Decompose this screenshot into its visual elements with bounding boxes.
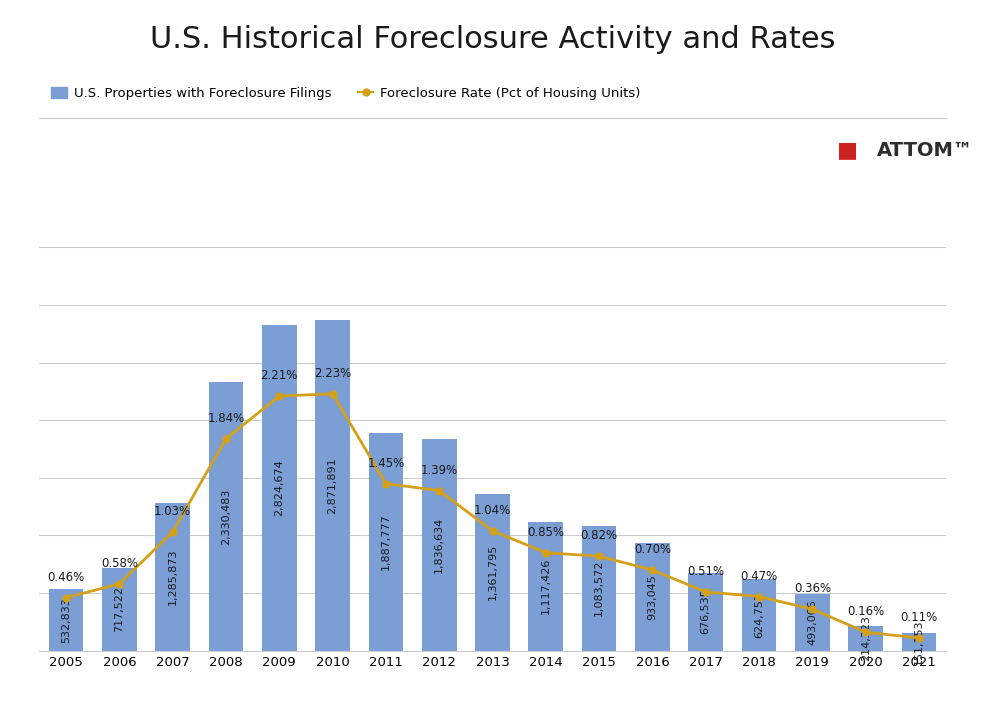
Bar [635, 543, 670, 651]
Bar [475, 494, 510, 651]
Text: 532,833: 532,833 [61, 597, 71, 643]
Bar [742, 578, 776, 651]
Text: 1.45%: 1.45% [367, 457, 405, 470]
Text: 624,753: 624,753 [755, 592, 764, 638]
Text: 493,066: 493,066 [808, 599, 818, 645]
Text: 0.16%: 0.16% [847, 606, 885, 618]
Text: ■: ■ [836, 140, 858, 160]
Bar [848, 626, 883, 651]
Text: 1,361,795: 1,361,795 [488, 544, 497, 601]
Bar [156, 503, 190, 651]
Text: 1.39%: 1.39% [421, 464, 458, 477]
Text: 1,117,426: 1,117,426 [541, 558, 551, 614]
Text: 1.04%: 1.04% [474, 504, 511, 517]
Text: 0.46%: 0.46% [47, 571, 85, 584]
Legend: U.S. Properties with Foreclosure Filings, Foreclosure Rate (Pct of Housing Units: U.S. Properties with Foreclosure Filings… [46, 82, 646, 105]
Text: 0.51%: 0.51% [688, 565, 724, 578]
Text: 0.70%: 0.70% [634, 543, 671, 556]
Bar [689, 573, 723, 651]
Text: 676,535: 676,535 [700, 589, 711, 634]
Bar [262, 325, 296, 651]
Bar [368, 433, 403, 651]
Text: 2,824,674: 2,824,674 [274, 460, 285, 516]
Text: 0.47%: 0.47% [741, 570, 777, 583]
Text: 1,836,634: 1,836,634 [434, 517, 444, 573]
Text: 1.03%: 1.03% [154, 506, 191, 518]
Text: 0.36%: 0.36% [794, 582, 831, 596]
Text: 151,153: 151,153 [914, 619, 924, 665]
Bar [795, 594, 829, 651]
Bar [422, 439, 456, 651]
Bar [315, 320, 350, 651]
Text: ATTOM™: ATTOM™ [877, 141, 973, 159]
Text: 2.23%: 2.23% [314, 367, 352, 380]
Bar [48, 589, 84, 651]
Text: 1,285,873: 1,285,873 [167, 548, 177, 605]
Bar [529, 522, 563, 651]
Text: U.S. Historical Foreclosure Activity and Rates: U.S. Historical Foreclosure Activity and… [150, 25, 835, 54]
Bar [901, 633, 937, 651]
Text: 0.11%: 0.11% [900, 611, 938, 624]
Text: 717,522: 717,522 [114, 586, 124, 632]
Text: 933,045: 933,045 [647, 574, 657, 620]
Text: 0.58%: 0.58% [100, 557, 138, 570]
Bar [582, 526, 617, 651]
Text: 0.85%: 0.85% [527, 526, 564, 539]
Bar [209, 383, 243, 651]
Bar [102, 568, 137, 651]
Text: 1,083,572: 1,083,572 [594, 560, 604, 616]
Text: 2,330,483: 2,330,483 [221, 488, 230, 545]
Text: 0.82%: 0.82% [580, 529, 618, 543]
Text: 2,871,891: 2,871,891 [328, 457, 338, 513]
Text: 2.21%: 2.21% [261, 369, 298, 383]
Text: 1.84%: 1.84% [208, 412, 244, 425]
Text: 214,323: 214,323 [861, 616, 871, 661]
Text: 1,887,777: 1,887,777 [381, 513, 391, 571]
